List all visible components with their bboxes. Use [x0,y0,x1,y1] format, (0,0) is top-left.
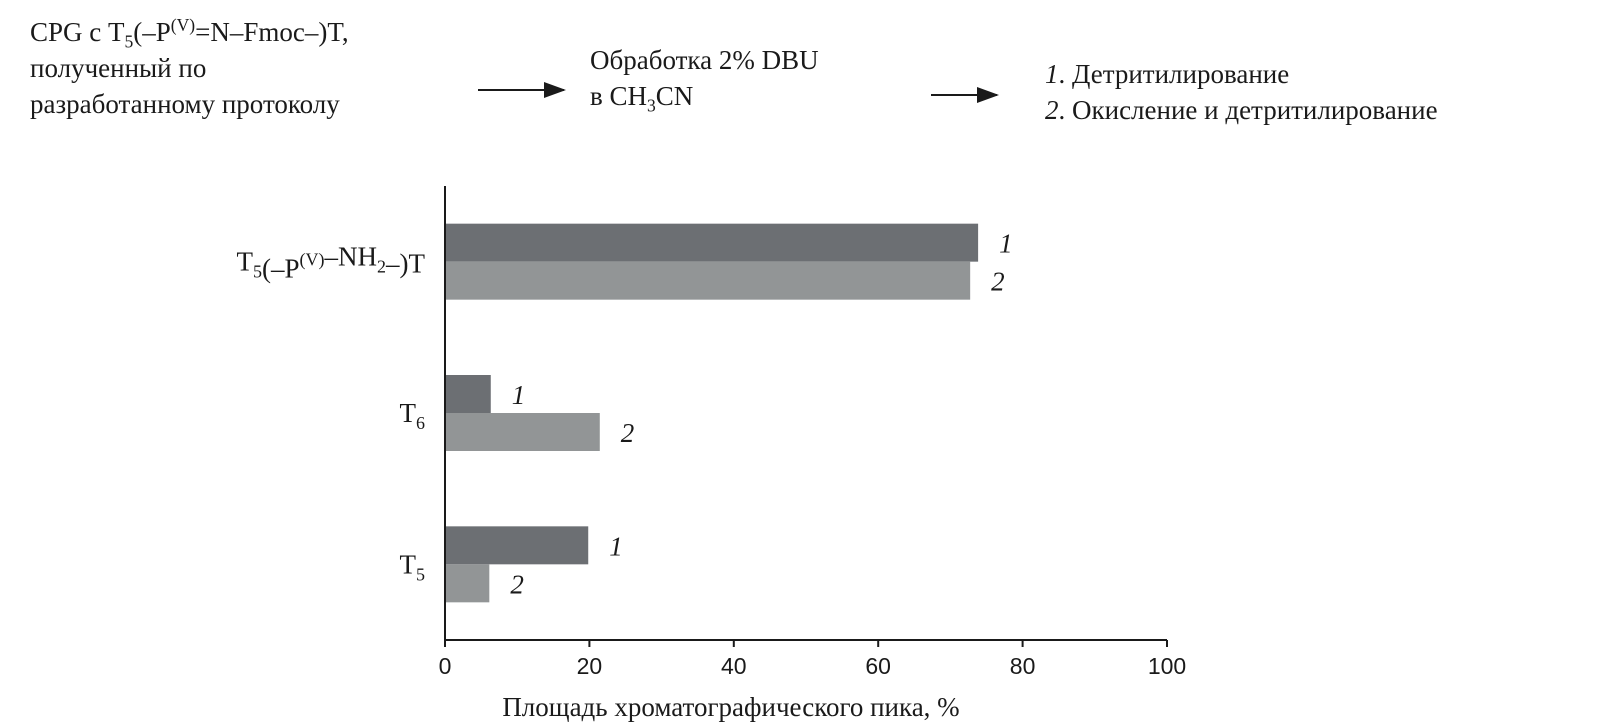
step3-item2: 2. Окисление и детритилирование [1045,95,1438,125]
category-label: T5(–P(V)–NH2–)T [237,242,426,284]
step3-item1: 1. Детритилирование [1045,59,1290,89]
x-tick-label: 80 [1010,653,1036,679]
arrow-right-icon [478,82,566,98]
bar-series-2 [446,564,490,603]
x-tick-label: 60 [865,653,891,679]
x-ticks-group: 0 20 40 60 80 100 [439,640,1186,679]
step2-line1: Обработка 2% DBU [590,45,819,75]
category-label: T6 [400,398,426,433]
x-tick-label: 100 [1148,653,1186,679]
bar-series-2 [446,413,600,451]
category-label: T5 [400,549,426,584]
bar-series-label: 2 [621,418,635,448]
category-labels-group: T5(–P(V)–NH2–)T T6 T5 [237,242,426,585]
scheme-step-1: CPG с T5(–P(V)=N–Fmoc–)T, полученный по … [30,14,349,122]
x-tick-label: 0 [439,653,452,679]
step1-line3: разработанному протоколу [30,89,340,119]
scheme-step-2: Обработка 2% DBU в CH3CN [590,42,819,114]
bar-series-label: 1 [512,380,526,410]
arrow-right-icon [931,87,999,103]
bar-series-label: 1 [999,229,1013,259]
step1-line1: CPG с T5(–P(V)=N–Fmoc–)T, [30,15,349,52]
x-tick-label: 40 [721,653,747,679]
bar-series-label: 2 [991,267,1005,297]
step1-line2: полученный по [30,53,207,83]
bar-series-1 [446,223,979,262]
bar-series-label: 2 [510,569,524,599]
step2-line2: в CH3CN [590,81,694,116]
scheme-step-3: 1. Детритилирование 2. Окисление и детри… [1045,56,1438,128]
bar-series-label: 1 [609,531,623,561]
bar-series-2 [446,261,971,300]
bars-group: 1 2 1 2 1 2 [446,223,1013,603]
x-tick-label: 20 [577,653,603,679]
bar-series-1 [446,375,491,413]
x-axis-title: Площадь хроматографического пика, % [502,692,959,722]
bar-series-1 [446,526,589,565]
